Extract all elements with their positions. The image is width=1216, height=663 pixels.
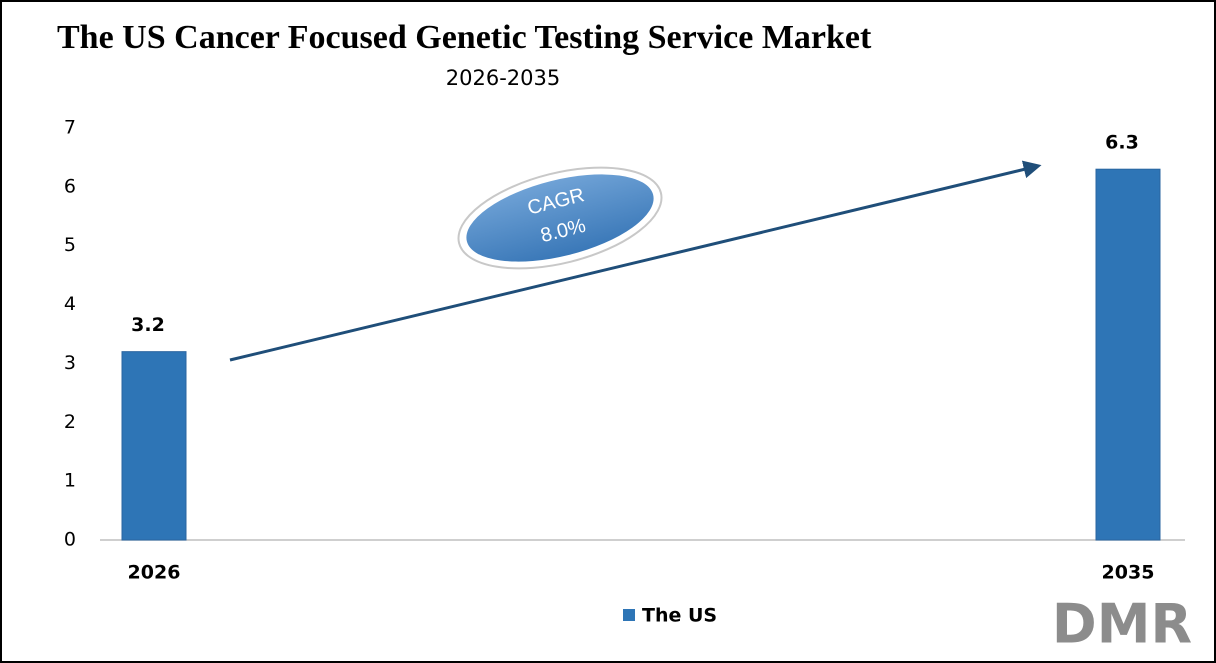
legend-label: The US <box>642 605 717 627</box>
cagr-arrow <box>229 160 1042 362</box>
x-tick-label: 2035 <box>1102 562 1155 584</box>
y-tick-label: 5 <box>64 234 76 256</box>
bar <box>1095 168 1161 541</box>
y-tick-label: 0 <box>64 529 76 551</box>
chart-title: The US Cancer Focused Genetic Testing Se… <box>57 19 872 56</box>
data-label: 3.2 <box>131 314 165 336</box>
y-tick-label: 2 <box>64 411 76 433</box>
bar <box>121 351 187 541</box>
cagr-badge: CAGR 8.0% <box>457 166 663 270</box>
logo: DMR <box>1052 593 1192 656</box>
chart-subtitle: 2026-2035 <box>446 66 560 90</box>
badge-fill <box>466 174 654 262</box>
legend-swatch <box>623 609 635 621</box>
y-tick-label: 1 <box>64 470 76 492</box>
y-tick-label: 6 <box>64 175 76 197</box>
data-label: 6.3 <box>1105 132 1139 154</box>
x-tick-label: 2026 <box>128 562 181 584</box>
y-tick-label: 3 <box>64 352 76 374</box>
y-tick-label: 4 <box>64 293 76 315</box>
y-tick-label: 7 <box>64 117 76 139</box>
